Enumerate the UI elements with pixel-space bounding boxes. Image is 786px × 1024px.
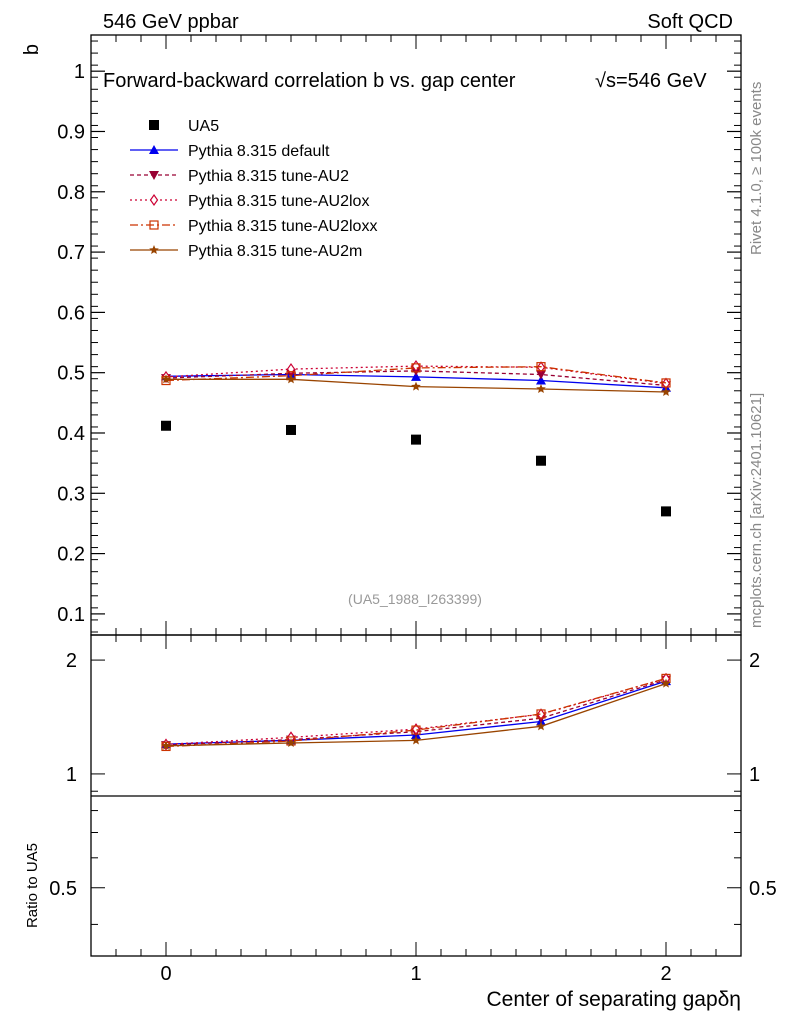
legend-series-3-label: Pythia 8.315 tune-AU2loxx: [188, 218, 377, 235]
series-3-point: [661, 378, 671, 388]
chart-title: Forward-backward correlation b vs. gap c…: [103, 70, 516, 92]
ua5-data-point: [661, 506, 671, 517]
series-3-line: [165, 366, 667, 384]
ua5-data-point: [536, 455, 546, 466]
ratio-y-axis-label: Ratio to UA5: [24, 843, 41, 928]
series-4-point: [536, 384, 546, 393]
series-4-ratio-point: [661, 678, 671, 688]
series-3-ratio-point: [411, 725, 421, 735]
series-4-point: [286, 374, 296, 384]
ratio-y-tick-label: 2: [66, 650, 77, 672]
series-4-ratio-point: [411, 735, 421, 745]
ratio-y-tick-label-right: 1: [749, 764, 760, 786]
ua5-data-point: [161, 420, 171, 431]
legend-series-4-label: Pythia 8.315 tune-AU2m: [188, 243, 362, 260]
analysis-tag: (UA5_1988_I263399): [348, 591, 482, 607]
series-1-line: [165, 370, 667, 387]
series-4-point: [161, 374, 171, 384]
legend-ua5-marker: [149, 120, 159, 130]
series-4-ratio-point: [286, 738, 296, 747]
y-tick-label: 0.7: [57, 242, 85, 264]
legend-series-0-label: Pythia 8.315 default: [188, 143, 330, 160]
y-tick-label: 0.4: [57, 423, 85, 445]
ratio-axis-ticks: 0 1 2 0.5 0.5 1 1 2 2: [49, 635, 777, 985]
legend-series-0-marker: [149, 145, 159, 154]
series-3-point: [411, 363, 421, 373]
ratio-y-tick-label: 1: [66, 764, 77, 786]
x-tick-label: 2: [660, 963, 671, 985]
ratio-series-layer: [161, 672, 671, 752]
x-tick-label: 0: [160, 963, 171, 985]
series-3-ratio-line: [165, 677, 667, 748]
main-series-layer: [161, 360, 671, 396]
legend-series-1-marker: [149, 171, 159, 180]
legend-series-2-marker: [149, 193, 159, 207]
ua5-data-point: [286, 424, 296, 435]
ratio-y-tick-label-right: 2: [749, 650, 760, 672]
ratio-y-tick-label: 0.5: [49, 878, 77, 900]
y-tick-label: 1: [74, 61, 85, 83]
series-4-point: [411, 381, 421, 391]
y-tick-label: 0.3: [57, 483, 85, 505]
series-3-ratio-point: [536, 709, 546, 719]
series-1-point: [536, 370, 546, 380]
legend-series-2-label: Pythia 8.315 tune-AU2lox: [188, 193, 369, 210]
header-right: Soft QCD: [647, 11, 733, 33]
main-axis-ticks: 0.1 0.2 0.3 0.4 0.5 0.6 0.7 0.8 0.9 1: [57, 35, 741, 635]
y-tick-label: 0.9: [57, 121, 85, 143]
y-tick-label: 0.2: [57, 544, 85, 566]
ua5-data-point: [411, 434, 421, 445]
y-tick-label: 0.6: [57, 302, 85, 324]
legend: UA5 Pythia 8.315 default Pythia 8.315 tune…: [130, 118, 377, 260]
x-tick-label: 1: [410, 963, 421, 985]
ratio-y-tick-label-right: 0.5: [749, 878, 777, 900]
chart-title-energy: √s=546 GeV: [595, 70, 707, 92]
legend-series-4-marker: [149, 245, 159, 254]
legend-series-1-label: Pythia 8.315 tune-AU2: [188, 168, 349, 185]
header-left: 546 GeV ppbar: [103, 11, 239, 33]
series-4-ratio-point: [161, 740, 171, 750]
legend-ua5-label: UA5: [188, 118, 219, 135]
y-tick-label: 0.1: [57, 604, 85, 626]
series-0-point: [536, 375, 546, 385]
series-3-point: [536, 362, 546, 372]
mcplots-label: mcplots.cern.ch [arXiv:2401.10621]: [748, 393, 765, 628]
y-tick-label: 0.5: [57, 363, 85, 385]
series-2-ratio-point: [536, 708, 546, 721]
series-0-point: [411, 371, 421, 381]
y-axis-label: b: [21, 44, 43, 55]
series-4-ratio-point: [536, 721, 546, 731]
x-axis-label: Center of separating gapδη: [486, 988, 741, 1011]
series-4-point: [661, 387, 671, 396]
rivet-label: Rivet 4.1.0, ≥ 100k events: [748, 82, 765, 255]
y-tick-label: 0.8: [57, 182, 85, 204]
data-points-layer: [161, 420, 671, 517]
legend-series-3-marker: [149, 220, 159, 230]
